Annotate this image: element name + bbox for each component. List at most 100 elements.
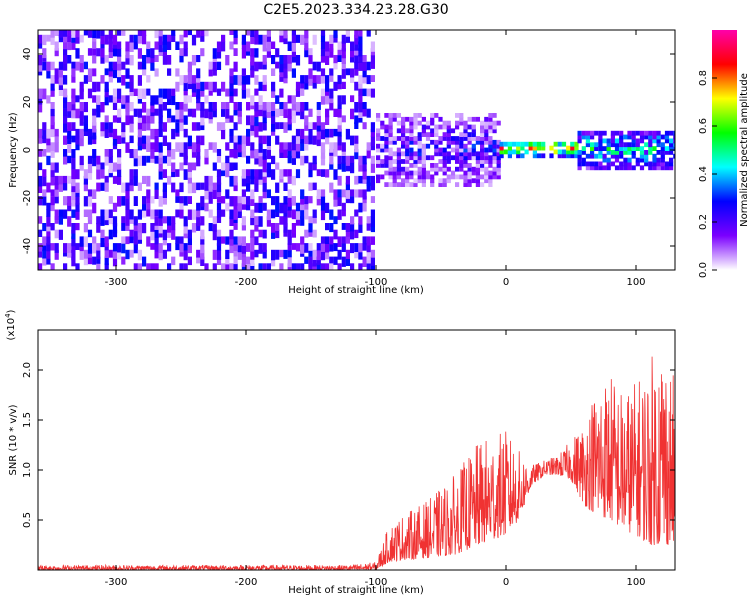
heatmap-cell	[133, 263, 138, 270]
heatmap-cell	[75, 108, 80, 119]
heatmap-cell	[358, 243, 363, 253]
heatmap-cell	[308, 169, 313, 178]
heatmap-cell	[142, 122, 147, 131]
heatmap-cell	[108, 122, 113, 133]
heatmap-cell	[271, 128, 276, 136]
heatmap-cell	[71, 249, 76, 261]
heatmap-cell	[250, 142, 255, 151]
heatmap-cell	[619, 142, 624, 148]
heatmap-cell	[623, 150, 628, 155]
heatmap-cell	[413, 163, 418, 168]
heatmap-cell	[639, 146, 645, 151]
heatmap-cell	[117, 75, 122, 83]
heatmap-cell	[396, 166, 401, 172]
heatmap-cell	[262, 182, 267, 192]
heatmap-cell	[577, 165, 582, 171]
heatmap-cell	[262, 108, 267, 118]
heatmap-cell	[362, 155, 367, 165]
heatmap-cell	[137, 223, 142, 233]
heatmap-cell	[421, 124, 426, 130]
heatmap-cell	[200, 256, 205, 266]
heatmap-cell	[137, 229, 142, 240]
heatmap-cell	[162, 196, 167, 205]
heatmap-cell	[329, 88, 334, 99]
heatmap-cell	[179, 162, 184, 171]
heatmap-cell	[345, 223, 350, 232]
heatmap-cell	[350, 263, 355, 270]
heatmap-cell	[225, 169, 230, 178]
heatmap-cell	[250, 48, 255, 57]
heatmap-cell	[532, 141, 537, 147]
heatmap-cell	[291, 95, 296, 105]
heatmap-cell	[133, 34, 138, 42]
heatmap-cell	[376, 147, 381, 153]
heatmap-cell	[384, 139, 389, 145]
heatmap-cell	[104, 256, 109, 266]
heatmap-cell	[258, 169, 263, 180]
heatmap-cell	[112, 135, 118, 146]
heatmap-cell	[271, 169, 276, 180]
heatmap-cell	[425, 136, 431, 141]
heatmap-cell	[304, 155, 309, 164]
heatmap-cell	[183, 75, 188, 84]
heatmap-cell	[158, 30, 163, 37]
heatmap-cell	[455, 136, 460, 141]
heatmap-cell	[87, 88, 93, 99]
heatmap-cell	[291, 115, 296, 124]
heatmap-cell	[275, 135, 280, 145]
heatmap-cell	[337, 196, 342, 207]
heatmap-cell	[455, 155, 460, 161]
heatmap-cell	[237, 202, 242, 212]
heatmap-cell	[171, 229, 176, 240]
heatmap-cell	[79, 249, 84, 260]
heatmap-cell	[254, 223, 259, 232]
heatmap-cell	[362, 256, 367, 267]
heatmap-cell	[392, 113, 397, 118]
heatmap-cell	[325, 202, 330, 213]
heatmap-cell	[183, 41, 188, 49]
heatmap-cell	[337, 128, 342, 137]
heatmap-cell	[496, 166, 501, 172]
heatmap-cell	[484, 170, 489, 176]
heatmap-cell	[396, 151, 401, 157]
snr-multiplier-base: (x10	[6, 318, 17, 341]
heatmap-cell	[216, 202, 222, 210]
heatmap-cell	[100, 55, 105, 64]
heatmap-cell	[471, 170, 476, 176]
heatmap-cell	[162, 41, 167, 52]
heatmap-cell	[183, 88, 188, 96]
heatmap-cell	[455, 143, 460, 149]
heatmap-cell	[438, 116, 443, 122]
heatmap-cell	[345, 229, 350, 237]
heatmap-cell	[104, 122, 109, 130]
heatmap-cell	[75, 189, 80, 197]
heatmap-cell	[208, 196, 213, 204]
heatmap-cell	[150, 115, 155, 124]
heatmap-cell	[664, 138, 670, 144]
heatmap-cell	[475, 182, 480, 187]
heatmap-cell	[142, 209, 147, 218]
spectrogram-cells	[38, 30, 675, 270]
heatmap-cell	[46, 202, 51, 210]
heatmap-cell	[200, 108, 205, 118]
heatmap-cell	[405, 182, 410, 187]
heatmap-cell	[664, 130, 670, 136]
heatmap-cell	[129, 249, 134, 258]
heatmap-cell	[167, 68, 172, 76]
heatmap-cell	[154, 55, 159, 62]
heatmap-cell	[396, 136, 401, 141]
heatmap-cell	[463, 136, 468, 141]
heatmap-cell	[200, 216, 205, 226]
heatmap-cell	[183, 155, 188, 166]
heatmap-cell	[652, 146, 657, 151]
heatmap-cell	[590, 165, 595, 171]
heatmap-cell	[606, 146, 611, 151]
heatmap-cell	[325, 95, 330, 105]
heatmap-cell	[38, 182, 43, 193]
x-tick-label: 0	[503, 277, 509, 288]
heatmap-cell	[50, 88, 55, 97]
heatmap-cell	[162, 249, 167, 259]
heatmap-cell	[63, 196, 68, 206]
heatmap-cell	[325, 243, 330, 253]
